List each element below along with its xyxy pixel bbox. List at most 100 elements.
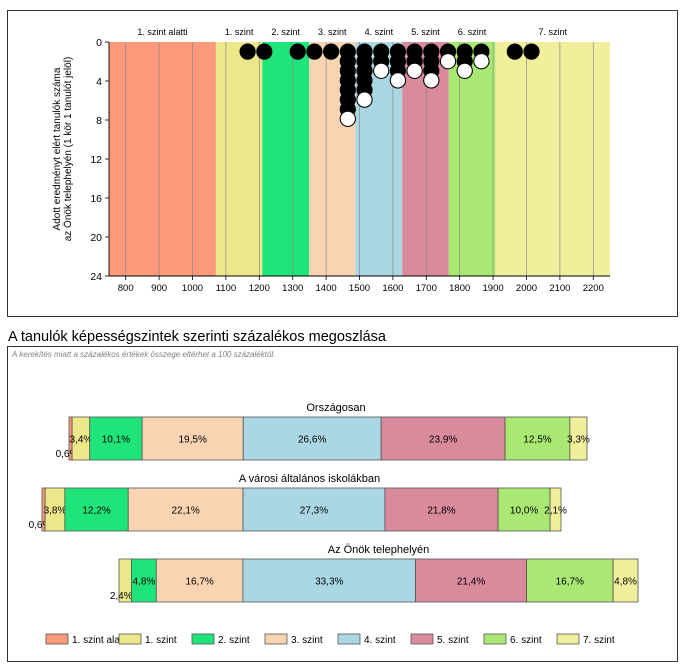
bar-segment-0-6 [504, 416, 571, 461]
legend-swatch-2 [191, 633, 215, 645]
student-dot-last [406, 62, 423, 79]
y-tick-label: 16 [90, 193, 102, 205]
bar-segment-1-5 [384, 487, 499, 532]
bar-value-label: 22,1% [171, 506, 199, 517]
student-dot-last [339, 110, 356, 127]
x-tick-label: 2100 [549, 283, 570, 294]
y-tick-label: 20 [90, 232, 102, 244]
level-band-label: 7. szint [538, 27, 567, 37]
level-band-2 [262, 42, 310, 276]
student-dot [289, 43, 306, 60]
bar-segment-2-7 [612, 558, 639, 603]
bar-value-label: 12,2% [82, 506, 110, 517]
bar-value-label: 21,8% [427, 506, 455, 517]
y-axis-label: Adott eredményt elért tanulók számaaz Ön… [52, 57, 74, 242]
bar-value-label: 27,3% [300, 506, 328, 517]
level-band-label: 1. szint [225, 27, 254, 37]
y-axis-label-line-2: az Önök telephelyén (1 kör 1 tanulót jel… [62, 57, 74, 242]
level-band-6 [448, 42, 496, 276]
x-tick-label: 1700 [416, 283, 437, 294]
bar-segment-0-4 [242, 416, 382, 461]
level-band-1 [215, 42, 263, 276]
x-tick-label: 1100 [216, 283, 236, 294]
legend-swatch-6 [483, 633, 507, 645]
x-tick-label: 1500 [349, 283, 370, 294]
bar-value-label: 19,5% [178, 435, 206, 446]
x-tick-label: 1400 [316, 283, 337, 294]
legend-label: 4. szint [364, 635, 396, 646]
x-tick-label: 900 [151, 283, 167, 294]
legend-swatch-5 [410, 633, 434, 645]
bar-value-label: 0,6% [56, 449, 79, 460]
y-tick-label: 24 [90, 271, 102, 283]
bar-segment-1-2 [64, 487, 129, 532]
bar-value-label: 3,4% [70, 435, 93, 446]
bar-segment-2-4 [242, 558, 416, 603]
x-tick-label: 800 [118, 283, 134, 294]
level-band-label: 1. szint alatti [137, 27, 187, 37]
student-dot [523, 43, 540, 60]
bar-value-label: 21,4% [457, 577, 485, 588]
student-dot-last [439, 53, 457, 70]
bar-segment-1-4 [242, 487, 386, 532]
student-dot-last [373, 62, 390, 79]
student-dot-last [456, 62, 473, 79]
y-axis-label-line-1: Adott eredményt elért tanulók száma [52, 67, 63, 230]
bar-segment-1-6 [497, 487, 551, 532]
legend-swatch-1 [118, 633, 142, 645]
student-dot [306, 43, 323, 60]
bar-segment-2-6 [526, 558, 614, 603]
legend-label: 2. szint [218, 635, 250, 646]
legend: 1. szint alatti 1. szint 2. szint 3. szint 4… [45, 633, 615, 646]
level-band-label: 2. szint [271, 27, 300, 37]
y-tick-label: 0 [96, 37, 102, 49]
student-dot [239, 43, 256, 60]
legend-label: 5. szint [437, 635, 469, 646]
bar-value-label: 2,4% [110, 591, 133, 602]
level-band-label: 4. szint [365, 27, 394, 37]
bar-segment-0-5 [380, 416, 506, 461]
y-tick-label: 8 [96, 115, 102, 127]
bar-segment-1-3 [127, 487, 244, 532]
bar-value-label: 16,7% [556, 577, 584, 588]
legend-label: 1. szint [145, 635, 177, 646]
x-tick-label: 1800 [449, 283, 470, 294]
bar-value-label: 26,6% [298, 435, 326, 446]
dot-chart-frame: 1. szint alatti 1. szint 2. szint 3. szint 4… [7, 10, 678, 317]
legend-swatch-0 [45, 633, 69, 645]
level-band-label: 6. szint [458, 27, 487, 37]
bar-value-label: 0,6% [29, 520, 52, 531]
x-tick-label: 2000 [516, 283, 537, 294]
distribution-chart-frame: Országosan 0,6% 3,4% 10,1% 19,5% 26,6% 23,9% 12… [7, 346, 678, 662]
rounding-note: A kerekítés miatt a százalékos értékek ö… [12, 350, 276, 359]
y-tick-label: 4 [96, 76, 102, 88]
bar-value-label: 3,3% [567, 435, 590, 446]
legend-swatch-4 [337, 633, 361, 645]
bar-value-label: 3,8% [44, 506, 67, 517]
bar-segment-0-3 [141, 416, 244, 461]
bar-value-label: 33,3% [315, 577, 343, 588]
bar-value-label: 10,0% [510, 506, 538, 517]
level-band-7 [495, 42, 610, 276]
student-dot [256, 43, 273, 60]
x-tick-label: 1900 [483, 283, 504, 294]
distribution-section-title: A tanulók képességszintek szerinti száza… [8, 329, 386, 345]
student-dot-last [389, 72, 407, 89]
bar-category-label: Az Önök telephelyén [328, 544, 430, 556]
student-dot [506, 43, 523, 60]
bar-segment-2-3 [155, 558, 244, 603]
level-band-label: 5. szint [411, 27, 440, 37]
x-tick-label: 2200 [583, 283, 604, 294]
student-dot-last [473, 53, 490, 70]
x-tick-label: 1300 [282, 283, 303, 294]
bar-segment-2-2 [131, 558, 157, 603]
bar-segment-0-7 [569, 416, 588, 461]
bar-value-label: 16,7% [185, 577, 213, 588]
bar-category-label: Országosan [306, 402, 365, 414]
bar-value-label: 12,5% [523, 435, 551, 446]
bar-value-label: 23,9% [429, 435, 457, 446]
y-tick-label: 12 [90, 154, 102, 166]
legend-swatch-3 [264, 633, 288, 645]
student-dot-last [356, 91, 373, 108]
x-tick-label: 1600 [382, 283, 403, 294]
